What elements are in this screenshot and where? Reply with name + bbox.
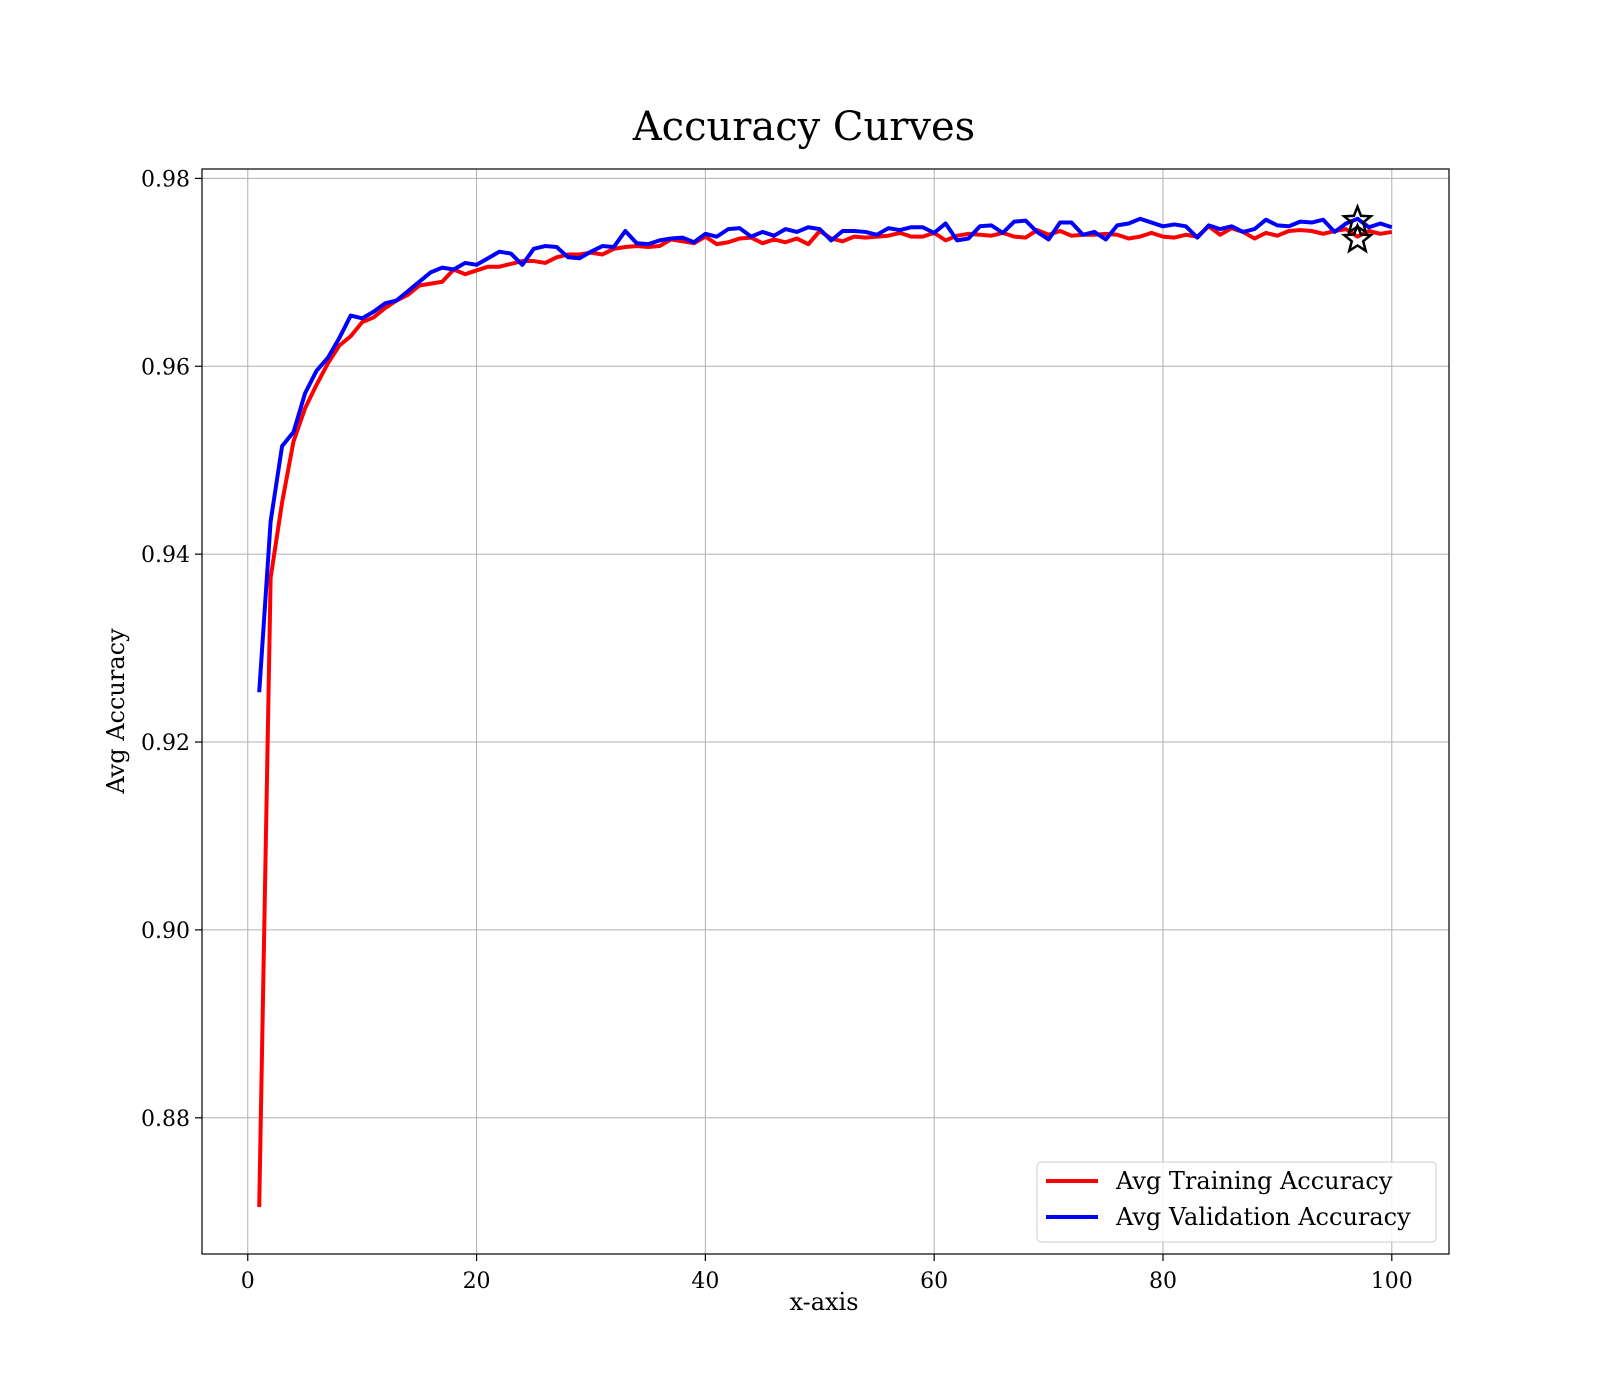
y-tick-label: 0.94 [141, 543, 190, 568]
x-tick-label: 0 [241, 1269, 255, 1294]
legend-box [1036, 1161, 1437, 1243]
chart-title: Accuracy Curves [632, 104, 975, 150]
series-line-validation [257, 216, 1393, 693]
x-axis-ticks: 0 20 40 60 80 100 [241, 1254, 1413, 1294]
y-tick-label: 0.92 [141, 731, 190, 756]
y-tick-label: 0.96 [141, 355, 190, 380]
y-tick-label: 0.90 [141, 919, 190, 944]
legend-label-training: Avg Training Accuracy [1115, 1167, 1393, 1195]
x-axis-label: x-axis [789, 1288, 858, 1316]
x-tick-label: 100 [1371, 1269, 1413, 1294]
x-tick-label: 80 [1149, 1269, 1177, 1294]
x-tick-label: 60 [920, 1269, 948, 1294]
y-tick-label: 0.98 [141, 167, 190, 192]
star-marker-training [1340, 221, 1375, 254]
y-axis-label: Avg Accuracy [102, 628, 130, 795]
grid [202, 169, 1449, 1254]
legend-label-validation: Avg Validation Accuracy [1115, 1203, 1411, 1231]
y-axis-ticks: 0.88 0.90 0.92 0.94 0.96 0.98 [141, 167, 202, 1132]
plot-frame [201, 168, 1450, 1255]
y-tick-label: 0.88 [141, 1107, 190, 1132]
x-tick-label: 40 [691, 1269, 719, 1294]
x-tick-label: 20 [463, 1269, 491, 1294]
marker-layer [1340, 203, 1375, 254]
series-layer [257, 216, 1393, 1208]
legend: Avg Training Accuracy Avg Validation Acc… [1036, 1161, 1437, 1243]
